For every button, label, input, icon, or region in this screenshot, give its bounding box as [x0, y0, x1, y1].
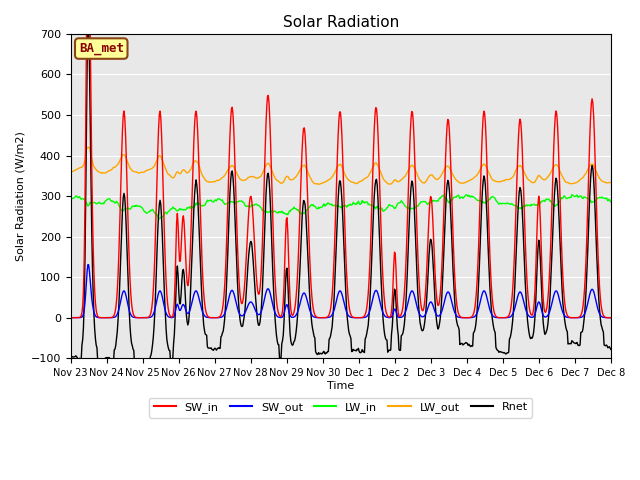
Rnet: [133, 360, 141, 366]
Line: Rnet: Rnet: [70, 21, 611, 373]
SW_out: [188, 301, 195, 307]
LW_in: [407, 206, 415, 212]
LW_out: [408, 163, 415, 168]
LW_out: [83, 144, 91, 150]
Line: SW_out: SW_out: [70, 264, 611, 318]
LW_out: [607, 180, 614, 185]
Legend: SW_in, SW_out, LW_in, LW_out, Rnet: SW_in, SW_out, LW_in, LW_out, Rnet: [149, 398, 532, 418]
SW_out: [607, 315, 614, 321]
Rnet: [217, 334, 225, 340]
LW_out: [188, 165, 195, 170]
SW_in: [133, 315, 141, 321]
LW_in: [155, 216, 163, 222]
SW_out: [216, 314, 224, 320]
Line: LW_in: LW_in: [70, 194, 611, 219]
Title: Solar Radiation: Solar Radiation: [283, 15, 399, 30]
Rnet: [408, 178, 415, 184]
SW_out: [84, 262, 92, 267]
LW_out: [315, 181, 323, 187]
LW_out: [424, 176, 431, 182]
Rnet: [77, 357, 84, 363]
Rnet: [84, 18, 92, 24]
SW_out: [423, 308, 431, 314]
LW_in: [423, 200, 431, 206]
LW_in: [67, 198, 74, 204]
LW_in: [77, 195, 84, 201]
LW_out: [67, 169, 74, 175]
LW_in: [216, 196, 224, 202]
Text: BA_met: BA_met: [79, 42, 124, 55]
LW_out: [77, 165, 84, 170]
Rnet: [189, 242, 196, 248]
LW_in: [568, 192, 575, 197]
Rnet: [67, 356, 74, 362]
SW_out: [67, 315, 74, 321]
Line: LW_out: LW_out: [70, 147, 611, 184]
SW_in: [423, 265, 431, 271]
SW_out: [77, 315, 84, 321]
Rnet: [424, 282, 431, 288]
SW_in: [188, 209, 195, 215]
SW_out: [133, 315, 141, 321]
Y-axis label: Solar Radiation (W/m2): Solar Radiation (W/m2): [15, 131, 25, 261]
Line: SW_in: SW_in: [70, 0, 611, 318]
LW_out: [216, 177, 224, 182]
X-axis label: Time: Time: [327, 381, 355, 391]
SW_in: [77, 314, 84, 320]
LW_in: [607, 199, 614, 205]
SW_in: [67, 315, 74, 321]
LW_in: [188, 204, 195, 210]
SW_in: [216, 313, 224, 319]
SW_in: [607, 315, 614, 321]
Rnet: [607, 347, 614, 352]
LW_out: [133, 169, 141, 175]
SW_out: [407, 289, 415, 295]
LW_in: [132, 203, 140, 209]
Rnet: [143, 370, 150, 376]
SW_in: [407, 116, 415, 121]
